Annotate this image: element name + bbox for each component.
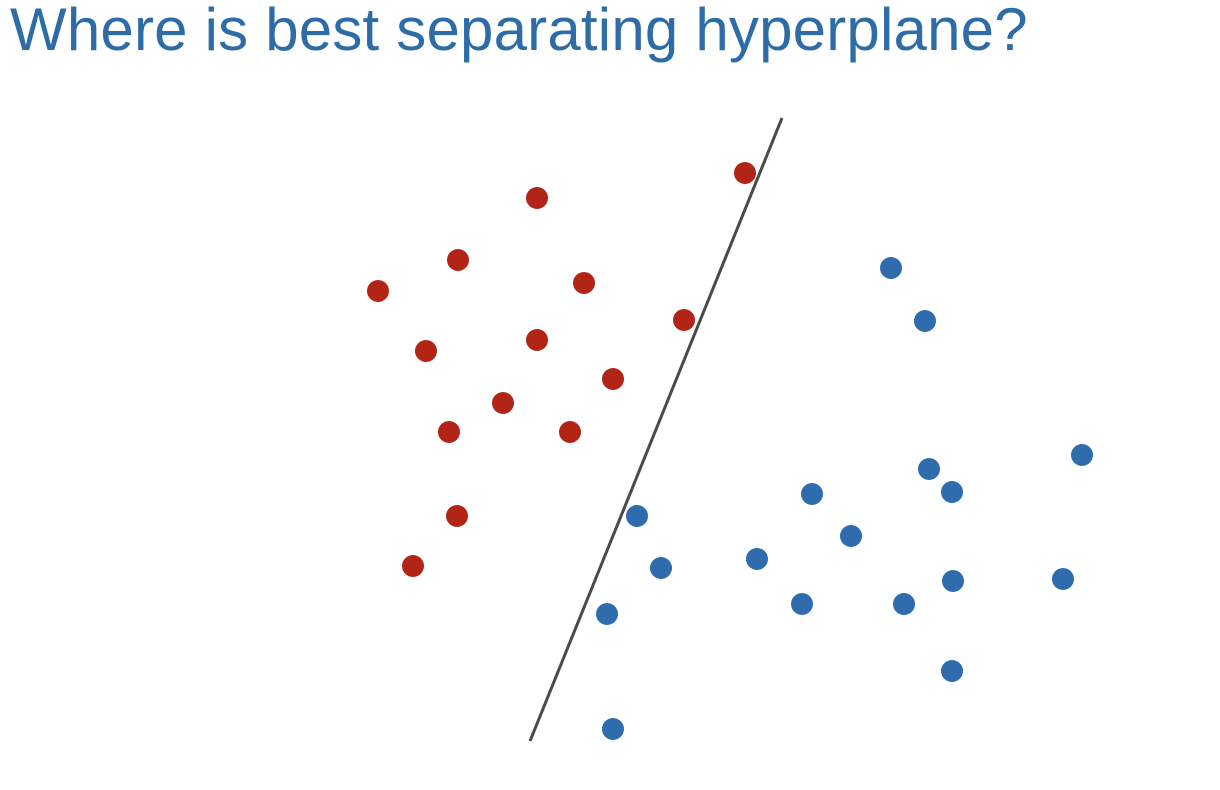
red-data-point	[402, 555, 424, 577]
red-data-point	[446, 505, 468, 527]
blue-data-point	[791, 593, 813, 615]
blue-data-point	[840, 525, 862, 547]
red-class-points	[367, 162, 756, 577]
red-data-point	[415, 340, 437, 362]
blue-data-point	[880, 257, 902, 279]
blue-data-point	[918, 458, 940, 480]
blue-data-point	[941, 481, 963, 503]
blue-data-point	[746, 548, 768, 570]
blue-data-point	[942, 570, 964, 592]
blue-data-point	[941, 660, 963, 682]
blue-data-point	[1052, 568, 1074, 590]
red-data-point	[673, 309, 695, 331]
red-data-point	[559, 421, 581, 443]
slide-title: Where is best separating hyperplane?	[10, 0, 1028, 63]
separating-hyperplane-line	[528, 117, 784, 742]
red-data-point	[526, 329, 548, 351]
blue-data-point	[596, 603, 618, 625]
red-data-point	[602, 368, 624, 390]
blue-data-point	[626, 505, 648, 527]
blue-data-point	[914, 310, 936, 332]
red-data-point	[492, 392, 514, 414]
red-data-point	[438, 421, 460, 443]
blue-data-point	[893, 593, 915, 615]
blue-class-points	[596, 257, 1093, 740]
blue-data-point	[801, 483, 823, 505]
hyperplane-layer	[528, 117, 784, 742]
red-data-point	[367, 280, 389, 302]
red-data-point	[447, 249, 469, 271]
blue-data-point	[602, 718, 624, 740]
red-data-point	[734, 162, 756, 184]
red-data-point	[526, 187, 548, 209]
red-data-point	[573, 272, 595, 294]
blue-data-point	[650, 557, 672, 579]
blue-data-point	[1071, 444, 1093, 466]
